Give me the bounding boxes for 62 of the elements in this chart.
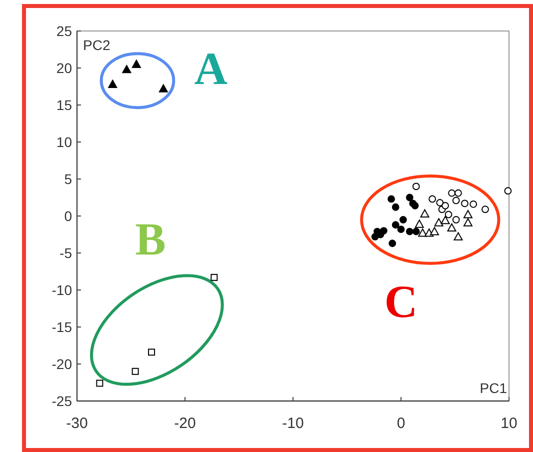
y-axis-title: PC2: [83, 37, 110, 53]
point: [148, 348, 156, 356]
point: [482, 206, 489, 214]
y-tick-label: 0: [64, 208, 72, 224]
point: [399, 216, 407, 224]
x-tick-label: 0: [396, 415, 406, 432]
point: [397, 226, 405, 234]
point: [392, 221, 400, 229]
point: [412, 228, 420, 236]
point: [388, 240, 396, 248]
point: [108, 80, 118, 88]
y-tick-label: 10: [56, 134, 72, 150]
y-tick-label: 5: [64, 171, 72, 187]
point: [388, 195, 395, 203]
point: [380, 227, 388, 234]
point: [436, 198, 444, 206]
y-tick-label: -20: [52, 356, 72, 372]
point: [371, 233, 379, 240]
y-tick-label: -5: [60, 245, 72, 261]
point: [428, 195, 436, 203]
point: [452, 196, 460, 204]
point: [463, 210, 472, 218]
point: [406, 228, 414, 236]
point: [158, 84, 168, 92]
point: [442, 202, 449, 210]
point: [392, 203, 400, 211]
point: [454, 232, 463, 240]
x-tick-label: -20: [174, 415, 196, 432]
point: [414, 220, 424, 228]
x-tick-label: -10: [282, 415, 304, 432]
annotation: C: [384, 276, 418, 328]
y-tick-label: -25: [52, 393, 72, 409]
y-tick-label: -15: [52, 319, 72, 335]
point: [412, 182, 420, 190]
point: [463, 218, 472, 226]
point: [504, 187, 512, 195]
x-axis-title: PC1: [480, 380, 508, 396]
x-tick-label: 10: [500, 415, 518, 432]
point: [132, 368, 139, 375]
point: [434, 218, 444, 226]
y-tick-label: 25: [56, 23, 72, 39]
point: [444, 210, 452, 218]
y-tick-label: -10: [52, 282, 72, 298]
annotation: A: [194, 43, 228, 94]
point: [470, 200, 478, 208]
point: [210, 274, 218, 281]
y-tick-label: 15: [56, 97, 72, 113]
point: [440, 216, 450, 224]
point: [461, 200, 468, 208]
point: [447, 223, 456, 232]
annotation: B: [135, 213, 166, 264]
x-tick-label: -30: [66, 415, 88, 432]
y-tick-label: 20: [56, 60, 72, 76]
point: [420, 209, 430, 218]
point: [452, 216, 460, 224]
point: [406, 194, 414, 202]
point: [448, 189, 456, 197]
point: [454, 189, 462, 197]
point: [96, 380, 104, 387]
point: [132, 60, 141, 68]
point: [122, 64, 132, 74]
point: [430, 227, 439, 236]
